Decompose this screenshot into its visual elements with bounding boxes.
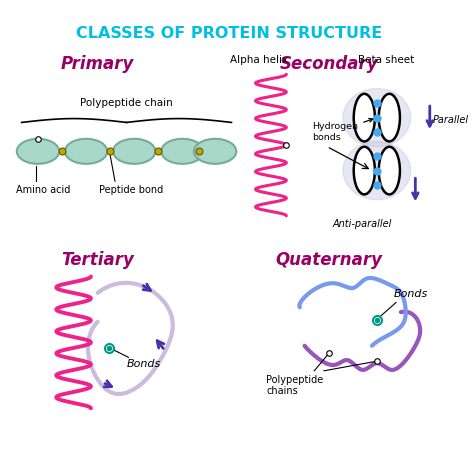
Ellipse shape xyxy=(113,139,155,164)
Text: Quaternary: Quaternary xyxy=(275,251,382,269)
Ellipse shape xyxy=(379,147,400,194)
Text: Primary: Primary xyxy=(61,55,134,73)
Text: Parallel: Parallel xyxy=(433,115,469,125)
Ellipse shape xyxy=(343,89,410,147)
Text: Peptide bond: Peptide bond xyxy=(99,185,163,195)
Ellipse shape xyxy=(354,94,375,141)
Text: Anti-parallel: Anti-parallel xyxy=(333,219,392,229)
Text: Hydrogen
bonds: Hydrogen bonds xyxy=(312,118,373,142)
Ellipse shape xyxy=(354,147,375,194)
Ellipse shape xyxy=(65,139,107,164)
Text: Bonds: Bonds xyxy=(394,289,428,299)
Ellipse shape xyxy=(343,141,410,200)
Text: Bonds: Bonds xyxy=(127,359,161,369)
Text: CLASSES OF PROTEIN STRUCTURE: CLASSES OF PROTEIN STRUCTURE xyxy=(76,26,383,41)
Text: Polypeptide
chains: Polypeptide chains xyxy=(266,374,323,396)
Text: Beta sheet: Beta sheet xyxy=(358,55,415,64)
Text: Amino acid: Amino acid xyxy=(16,185,70,195)
Ellipse shape xyxy=(17,139,59,164)
Text: Tertiary: Tertiary xyxy=(61,251,134,269)
Text: Polypeptide chain: Polypeptide chain xyxy=(80,98,173,108)
Text: Secondary: Secondary xyxy=(279,55,378,73)
Ellipse shape xyxy=(379,94,400,141)
Ellipse shape xyxy=(161,139,203,164)
Ellipse shape xyxy=(194,139,236,164)
Text: Alpha helix: Alpha helix xyxy=(230,55,289,64)
